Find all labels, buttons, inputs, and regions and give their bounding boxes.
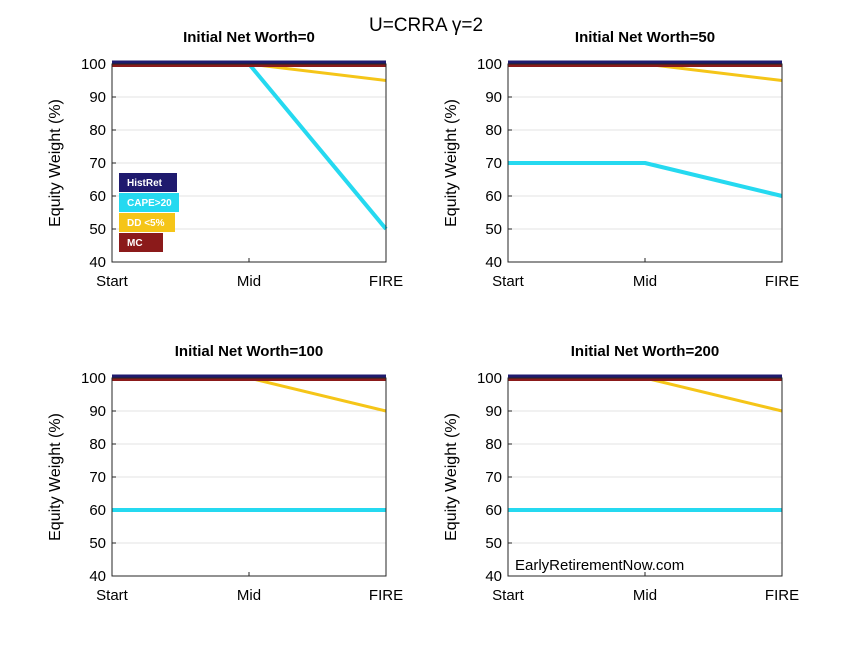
y-tick-label: 60 [485,502,502,519]
legend: HistRet CAPE>20 DD <5% MC [119,173,179,252]
x-tick-label: FIRE [369,273,403,290]
subplot-2: 40 50 60 70 80 90 100 Start Mid FIRE Initial Net W… [443,29,799,290]
y-axis-label: Equity Weight (%) [443,99,460,227]
y-tick-label: 100 [81,56,106,73]
y-axis-label: Equity Weight (%) [443,413,460,541]
y-tick-label: 80 [89,436,106,453]
y-tick-label: 100 [81,370,106,387]
y-tick-label: 70 [485,155,502,172]
x-tick-label: FIRE [369,587,403,604]
legend-swatch [119,213,175,232]
legend-label: MC [127,238,143,249]
y-tick-label: 40 [89,254,106,271]
y-axis-label: Equity Weight (%) [47,413,64,541]
axes-frame [111,63,387,263]
y-tick-label: 40 [89,568,106,585]
series-line-cape-20 [508,161,783,198]
figure-title: U=CRRA γ=2 [369,15,483,36]
x-tick-label: FIRE [765,273,799,290]
y-tick-label: 50 [89,535,106,552]
y-axis-label: Equity Weight (%) [47,99,64,227]
x-tick-label: Start [492,587,525,604]
y-tick-label: 100 [477,370,502,387]
x-tick-label: Mid [237,587,261,604]
x-tick-label: FIRE [765,587,799,604]
legend-label: HistRet [127,178,163,189]
y-tick-label: 80 [485,122,502,139]
x-tick-label: Mid [633,587,657,604]
y-tick-label: 70 [89,469,106,486]
y-tick-label: 50 [485,221,502,238]
y-tick-label: 40 [485,254,502,271]
y-tick-label: 60 [485,188,502,205]
y-tick-label: 50 [485,535,502,552]
y-tick-label: 80 [89,122,106,139]
y-tick-label: 60 [89,502,106,519]
x-tick-label: Start [96,587,129,604]
y-tick-label: 70 [485,469,502,486]
axes-frame [507,377,783,577]
x-tick-label: Mid [633,273,657,290]
x-tick-label: Start [96,273,129,290]
subplot-title: Initial Net Worth=50 [575,29,715,46]
panels: 40 50 60 70 80 90 100 Start Mid FIRE Initial Net W… [47,29,799,604]
legend-label: CAPE>20 [127,198,172,209]
y-tick-label: 90 [485,403,502,420]
y-tick-label: 100 [477,56,502,73]
y-tick-label: 90 [89,403,106,420]
subplot-title: Initial Net Worth=200 [571,343,720,360]
x-tick-label: Mid [237,273,261,290]
legend-swatch [119,173,177,192]
x-tick-label: Start [492,273,525,290]
legend-swatch [119,233,163,252]
axes-frame [507,63,783,263]
y-tick-label: 60 [89,188,106,205]
subplot-1: 40 50 60 70 80 90 100 Start Mid FIRE Initial Net W… [47,29,403,290]
subplot-4: 40 50 60 70 80 90 100 Start Mid FIRE Initial Net W… [443,343,799,604]
y-tick-label: 90 [89,89,106,106]
y-tick-label: 90 [485,89,502,106]
legend-label: DD <5% [127,218,165,229]
legend-swatch [119,193,179,212]
subplot-3: 40 50 60 70 80 90 100 Start Mid FIRE Initial Net W… [47,343,403,604]
y-tick-label: 40 [485,568,502,585]
subplot-title: Initial Net Worth=0 [183,29,315,46]
y-tick-label: 50 [89,221,106,238]
subplot-title: Initial Net Worth=100 [175,343,324,360]
y-tick-label: 70 [89,155,106,172]
axes-frame [111,377,387,577]
watermark: EarlyRetirementNow.com [515,557,684,574]
y-tick-label: 80 [485,436,502,453]
